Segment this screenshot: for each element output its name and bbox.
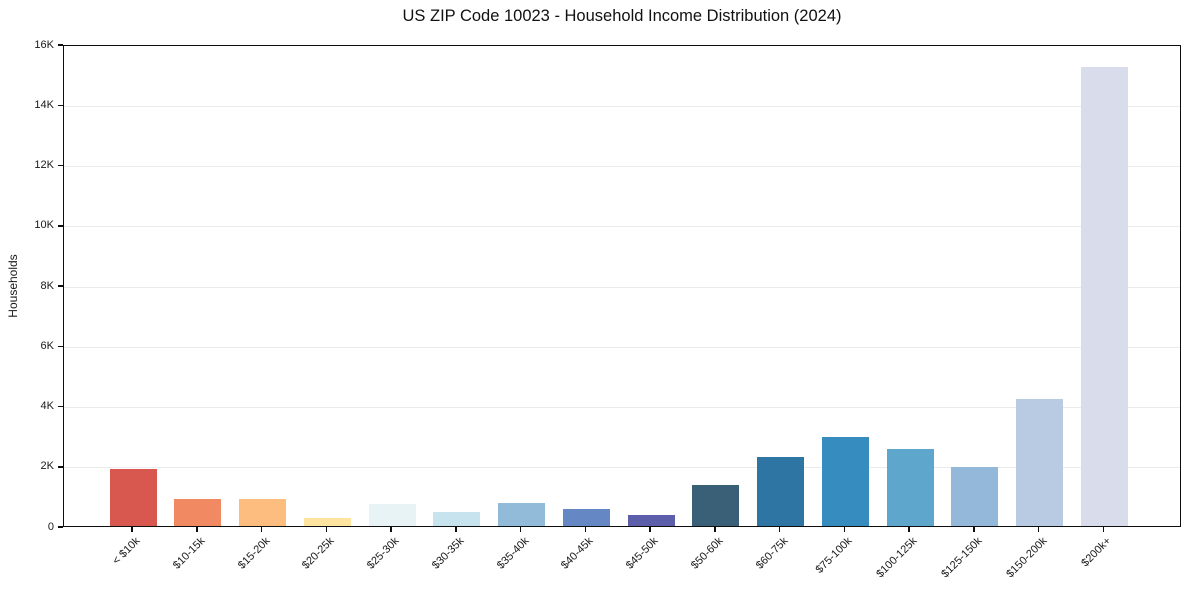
y-tick-mark [58, 466, 63, 468]
y-tick-label: 0 [47, 520, 54, 533]
gridline [64, 166, 1180, 167]
y-tick-mark [58, 44, 63, 46]
y-tick-label: 2K [40, 460, 54, 473]
bar-$35-40k [498, 503, 545, 526]
y-tick-label: 10K [34, 219, 54, 232]
gridline [64, 407, 1180, 408]
x-tick-label: < $10k [110, 535, 143, 568]
bar-$15-20k [239, 498, 286, 526]
y-tick-label: 14K [34, 98, 54, 111]
x-tick-mark [260, 527, 263, 532]
x-tick-mark [1102, 527, 1104, 532]
gridline [64, 286, 1180, 288]
x-tick-mark [649, 527, 651, 532]
y-tick-mark [58, 104, 63, 106]
x-tick-mark [908, 527, 910, 532]
gridline [64, 346, 1180, 348]
y-tick-label: 4K [40, 400, 54, 412]
y-tick-label: 6K [40, 339, 54, 352]
gridline [64, 105, 1180, 107]
x-tick-mark [1037, 527, 1040, 532]
x-tick-mark [390, 527, 392, 532]
y-tick-mark [58, 164, 63, 167]
y-tick-label: 16K [34, 38, 54, 51]
bar-$125-150k [951, 467, 999, 526]
bar-$200k+ [1080, 66, 1128, 526]
y-tick-mark [58, 526, 63, 528]
x-tick-mark [196, 527, 198, 532]
bar-$30-35k [433, 512, 481, 526]
bar-$10-15k [174, 498, 222, 526]
x-tick-mark [325, 527, 327, 532]
x-tick-mark [778, 527, 781, 532]
gridline [64, 467, 1180, 469]
bar-$25-30k [368, 504, 416, 526]
x-tick-mark [843, 527, 845, 532]
y-tick-mark [58, 225, 63, 227]
bar-< $10k [109, 468, 157, 526]
x-tick-mark [131, 527, 133, 532]
chart-title: US ZIP Code 10023 - Household Income Dis… [402, 7, 842, 25]
y-tick-mark [58, 345, 63, 347]
x-tick-mark [455, 527, 457, 532]
gridline [64, 226, 1180, 228]
y-tick-mark [58, 405, 63, 408]
y-tick-label: 8K [40, 279, 54, 292]
x-tick-mark [519, 527, 522, 532]
x-tick-mark [973, 527, 975, 532]
bar-$50-60k [692, 485, 740, 526]
bar-$20-25k [303, 518, 351, 526]
bar-$100-125k [886, 449, 934, 526]
x-tick-mark [714, 527, 716, 532]
bar-$75-100k [821, 437, 869, 526]
y-tick-mark [58, 285, 63, 287]
plot-area [63, 45, 1181, 527]
bar-$40-45k [562, 508, 610, 526]
bar-$150-200k [1016, 399, 1063, 526]
bar-$60-75k [757, 456, 804, 526]
bar-$45-50k [627, 515, 675, 526]
y-tick-label: 12K [34, 159, 54, 171]
x-tick-mark [584, 527, 586, 532]
